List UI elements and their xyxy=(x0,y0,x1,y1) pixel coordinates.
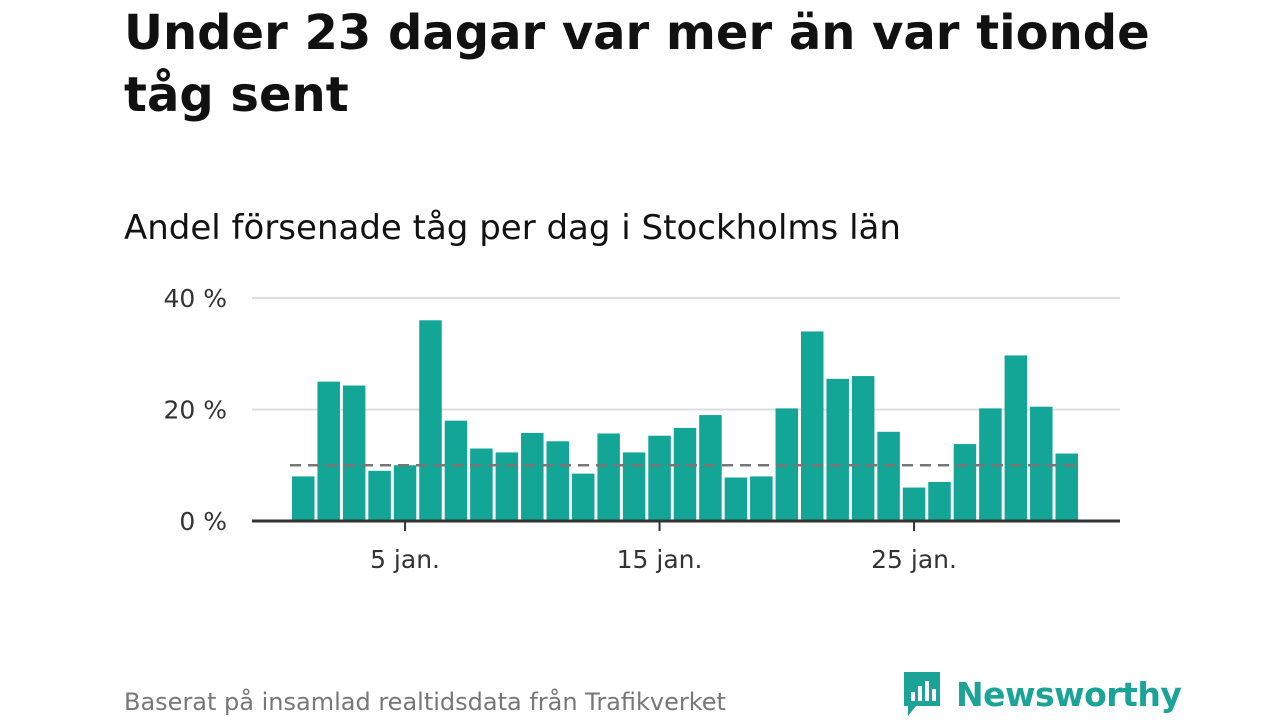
y-tick-label: 40 % xyxy=(163,284,227,313)
bar xyxy=(851,376,875,521)
bar xyxy=(877,431,900,521)
x-tick-label: 5 jan. xyxy=(370,545,440,574)
bar xyxy=(750,476,773,521)
bar xyxy=(571,473,595,521)
chart-title: Under 23 dagar var mer än var tionde tåg… xyxy=(124,5,1150,123)
gridlines xyxy=(252,297,1120,411)
bar xyxy=(292,476,315,521)
bar xyxy=(495,452,519,521)
bar-chart: 0 % 20 % 40 % 5 jan. 15 jan. 25 jan. xyxy=(163,284,1120,574)
bar xyxy=(597,433,620,521)
newsworthy-logo: Newsworthy xyxy=(902,670,1182,718)
bar xyxy=(1004,355,1028,521)
bar xyxy=(648,435,671,521)
bar xyxy=(521,432,544,521)
bar xyxy=(342,385,366,521)
bar xyxy=(1030,406,1053,521)
bar xyxy=(419,320,442,521)
chart-subtitle: Andel försenade tåg per dag i Stockholms… xyxy=(124,208,901,248)
bar xyxy=(1055,453,1078,521)
bar xyxy=(979,408,1002,521)
bar xyxy=(699,415,722,521)
bar xyxy=(444,420,468,521)
logo-text: Newsworthy xyxy=(956,674,1182,714)
bar xyxy=(393,465,417,521)
x-tick-label: 15 jan. xyxy=(617,545,703,574)
axes: 0 % 20 % 40 % 5 jan. 15 jan. 25 jan. xyxy=(163,284,1120,574)
bar xyxy=(801,331,824,521)
bars xyxy=(292,320,1078,521)
y-tick-label: 0 % xyxy=(179,507,227,536)
x-tick-label: 25 jan. xyxy=(871,545,957,574)
bar xyxy=(928,481,951,521)
bar xyxy=(953,444,977,521)
bar xyxy=(673,427,697,521)
newsworthy-logo-icon xyxy=(904,672,940,716)
source-note: Baserat på insamlad realtidsdata från Tr… xyxy=(124,688,726,716)
bar xyxy=(724,477,748,521)
bar xyxy=(317,381,340,521)
bar xyxy=(368,470,391,521)
bar xyxy=(470,448,493,521)
bar xyxy=(902,487,926,521)
bar xyxy=(826,378,849,521)
y-tick-label: 20 % xyxy=(163,396,227,425)
bar xyxy=(546,441,569,521)
bar xyxy=(622,452,646,521)
